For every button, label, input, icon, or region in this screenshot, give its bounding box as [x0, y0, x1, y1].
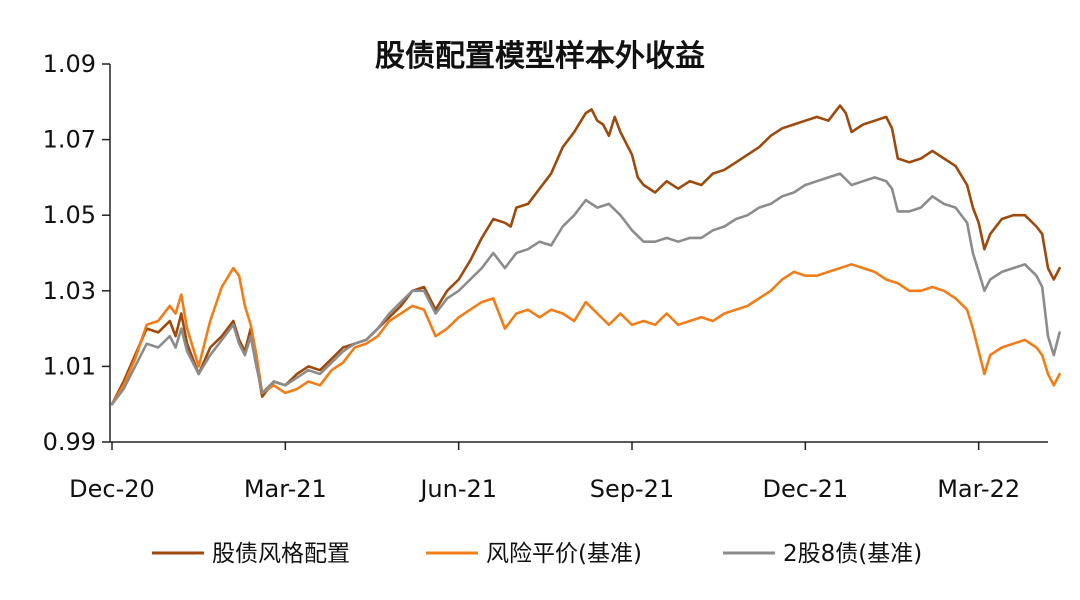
legend: 股债风格配置 风险平价(基准) 2股8债(基准) — [152, 541, 922, 567]
y-tick-label: 1.07 — [43, 126, 96, 154]
axes: 0.99 1.01 1.03 1.05 1.07 1.09 Dec-20 Mar-21 Jun-… — [43, 50, 1048, 503]
legend-label-3: 2股8债(基准) — [783, 541, 922, 567]
series-line-3 — [110, 172, 1061, 406]
x-tick-label: Mar-22 — [937, 475, 1020, 503]
legend-label-1: 股债风格配置 — [212, 541, 350, 567]
x-tick-label: Jun-21 — [418, 475, 497, 503]
y-tick-label: 0.99 — [43, 428, 96, 456]
y-tick-label: 1.05 — [43, 201, 96, 229]
x-tick-label: Mar-21 — [244, 475, 327, 503]
chart-title: 股债配置模型样本外收益 — [375, 39, 705, 74]
x-tick-label: Dec-20 — [69, 475, 155, 503]
series-layer — [110, 104, 1061, 406]
series-line-2 — [110, 263, 1061, 406]
y-tick-label: 1.01 — [43, 352, 96, 380]
x-tick-label: Sep-21 — [590, 475, 674, 503]
legend-label-2: 风险平价(基准) — [486, 541, 642, 567]
x-tick-label: Dec-21 — [763, 475, 849, 503]
y-tick-label: 1.03 — [43, 277, 96, 305]
y-tick-label: 1.09 — [43, 50, 96, 78]
